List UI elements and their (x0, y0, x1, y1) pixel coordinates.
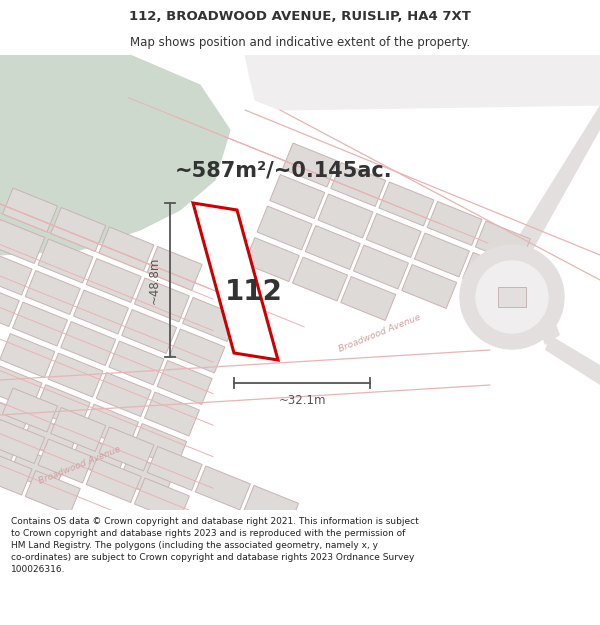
Polygon shape (415, 233, 469, 277)
Polygon shape (331, 162, 386, 206)
Polygon shape (73, 290, 128, 334)
Polygon shape (245, 55, 600, 110)
Polygon shape (0, 251, 32, 295)
Polygon shape (463, 253, 518, 296)
Polygon shape (122, 309, 176, 354)
Polygon shape (48, 353, 103, 397)
Polygon shape (353, 245, 409, 289)
Polygon shape (83, 404, 139, 448)
Polygon shape (283, 143, 337, 187)
Polygon shape (35, 384, 90, 429)
Polygon shape (99, 227, 154, 271)
Polygon shape (510, 255, 560, 345)
Polygon shape (270, 174, 325, 219)
Polygon shape (157, 361, 212, 404)
Polygon shape (145, 392, 199, 436)
Polygon shape (182, 298, 238, 341)
Text: 112, BROADWOOD AVENUE, RUISLIP, HA4 7XT: 112, BROADWOOD AVENUE, RUISLIP, HA4 7XT (129, 10, 471, 23)
Polygon shape (401, 264, 457, 309)
Text: Map shows position and indicative extent of the property.: Map shows position and indicative extent… (130, 36, 470, 49)
Polygon shape (170, 329, 225, 373)
Polygon shape (379, 182, 434, 226)
Polygon shape (341, 276, 396, 321)
Text: Contains OS data © Crown copyright and database right 2021. This information is : Contains OS data © Crown copyright and d… (11, 517, 419, 574)
Text: Broadwood Avenue: Broadwood Avenue (338, 312, 422, 354)
Polygon shape (147, 446, 202, 491)
Polygon shape (475, 221, 530, 265)
Polygon shape (244, 486, 299, 529)
Circle shape (476, 261, 548, 333)
Polygon shape (13, 302, 68, 346)
Polygon shape (71, 436, 126, 479)
Circle shape (460, 245, 564, 349)
Polygon shape (0, 282, 19, 326)
Polygon shape (193, 203, 278, 360)
Polygon shape (318, 194, 373, 238)
Polygon shape (244, 238, 299, 281)
Polygon shape (2, 188, 58, 232)
Polygon shape (427, 201, 482, 246)
Polygon shape (38, 239, 93, 283)
Polygon shape (0, 451, 32, 495)
Polygon shape (10, 448, 65, 492)
Polygon shape (498, 288, 526, 307)
Text: ~48.8m: ~48.8m (148, 256, 161, 304)
Polygon shape (0, 428, 17, 472)
Polygon shape (0, 419, 45, 464)
Polygon shape (545, 335, 600, 385)
Polygon shape (119, 455, 174, 499)
Text: 112: 112 (224, 278, 283, 306)
Polygon shape (51, 208, 106, 251)
Polygon shape (0, 219, 45, 264)
Text: Broadwood Avenue: Broadwood Avenue (38, 444, 122, 486)
Polygon shape (134, 278, 190, 322)
Polygon shape (293, 257, 347, 301)
Polygon shape (38, 439, 93, 483)
Polygon shape (0, 55, 230, 255)
Polygon shape (0, 334, 55, 378)
Text: ~587m²/~0.145ac.: ~587m²/~0.145ac. (175, 160, 392, 180)
Polygon shape (147, 246, 202, 291)
Polygon shape (23, 416, 77, 460)
Polygon shape (86, 459, 141, 503)
Polygon shape (510, 105, 600, 255)
Polygon shape (0, 365, 42, 409)
Polygon shape (257, 206, 312, 250)
Polygon shape (109, 341, 164, 385)
Text: ~32.1m: ~32.1m (278, 394, 326, 406)
Polygon shape (134, 478, 190, 522)
Polygon shape (99, 427, 154, 471)
Polygon shape (96, 372, 151, 416)
Polygon shape (61, 321, 116, 366)
Polygon shape (25, 471, 80, 514)
Polygon shape (51, 408, 106, 451)
Polygon shape (86, 259, 141, 302)
Polygon shape (25, 271, 80, 314)
Polygon shape (305, 226, 360, 269)
Polygon shape (0, 397, 29, 441)
Polygon shape (2, 388, 58, 432)
Polygon shape (366, 214, 421, 258)
Polygon shape (131, 424, 187, 468)
Polygon shape (196, 466, 250, 510)
